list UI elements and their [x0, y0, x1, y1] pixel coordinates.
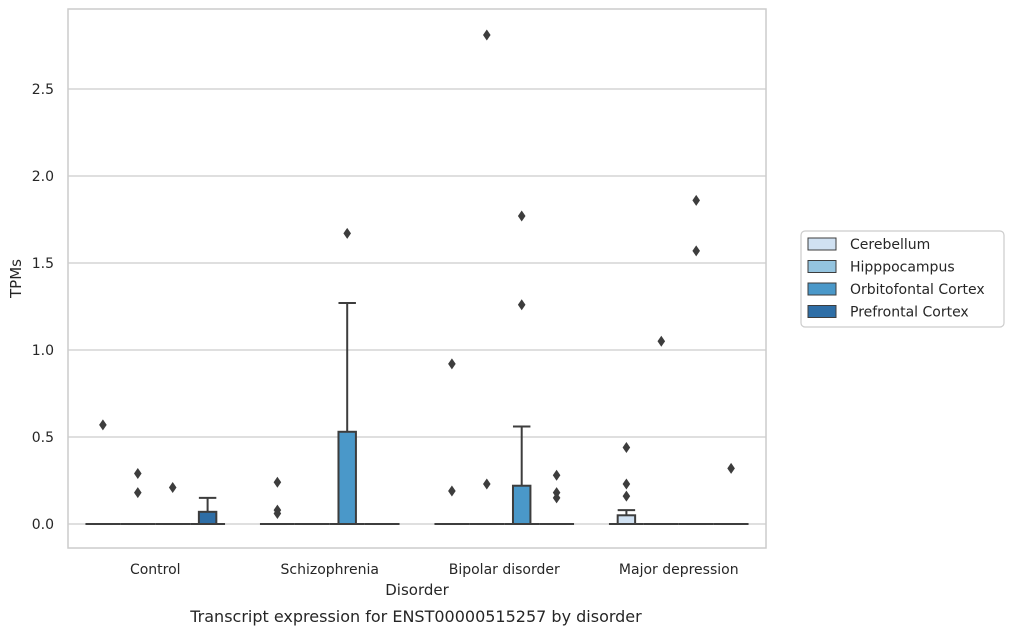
box-1-0	[120, 468, 156, 526]
x-tick-label: Control	[130, 562, 181, 578]
y-tick-label: 2.5	[32, 82, 54, 98]
flier-point	[517, 299, 526, 311]
box-0-2	[434, 358, 470, 526]
gridlines	[68, 88, 766, 525]
flier-point	[517, 210, 526, 222]
box-1-2	[469, 29, 505, 526]
box-groups	[85, 29, 749, 526]
box-0-0	[85, 419, 121, 526]
x-axis-ticks: Control Schizophrenia Bipolar disorder Majo…	[130, 562, 739, 578]
flier-point	[343, 227, 351, 239]
flier-point	[134, 487, 142, 499]
flier-point	[99, 419, 107, 431]
flier-point	[622, 441, 631, 453]
box-3-2	[539, 469, 575, 526]
y-axis-ticks: 0.0 0.5 1.0 1.5 2.0 2.5	[32, 82, 54, 533]
legend-swatch	[807, 282, 837, 296]
flier-point	[622, 478, 631, 490]
flier-point	[692, 194, 700, 206]
box-2-1	[329, 227, 365, 525]
flier-point	[483, 478, 491, 490]
flier-point	[727, 462, 735, 474]
legend-label: Hipppocampus	[850, 260, 955, 276]
x-tick-label: Schizophrenia	[281, 562, 379, 578]
flier-point	[273, 476, 282, 488]
flier-point	[552, 469, 561, 481]
flier-point	[448, 358, 456, 370]
y-tick-label: 1.5	[32, 256, 54, 272]
flier-point	[622, 490, 631, 502]
box-body	[616, 514, 637, 525]
x-axis-label: Disorder	[385, 581, 449, 599]
legend: Cerebellum Hipppocampus Orbitofontal Corte…	[800, 230, 1005, 328]
legend-swatch	[807, 260, 837, 273]
plot-frame	[67, 8, 767, 549]
legend-label: Prefrontal Cortex	[850, 305, 969, 321]
legend-label: Orbitofontal Cortex	[850, 282, 985, 298]
y-tick-label: 0.0	[32, 517, 54, 533]
legend-label: Cerebellum	[850, 237, 930, 253]
y-tick-label: 0.5	[32, 430, 54, 446]
flier-point	[483, 29, 491, 41]
legend-swatch	[807, 237, 837, 251]
box-3-0	[190, 496, 226, 526]
x-tick-label: Bipolar disorder	[449, 562, 560, 578]
box-1-3	[643, 335, 679, 526]
x-tick-label: Major depression	[619, 562, 739, 578]
box-3-3	[713, 462, 749, 526]
box-body	[337, 430, 357, 525]
flier-point	[692, 245, 700, 257]
flier-point	[273, 508, 282, 520]
flier-point	[448, 485, 456, 497]
box-2-0	[155, 481, 191, 526]
y-axis-label: TPMs	[7, 259, 25, 299]
box-body	[511, 484, 532, 525]
legend-frame	[800, 230, 1005, 328]
flier-point	[134, 468, 142, 480]
y-tick-label: 1.0	[32, 343, 54, 359]
chart-caption: Transcript expression for ENST0000051525…	[189, 607, 642, 626]
flier-point	[657, 335, 666, 347]
flier-point	[168, 481, 177, 493]
legend-swatch	[807, 305, 837, 318]
box-0-3	[608, 441, 644, 525]
flier-point	[552, 492, 561, 504]
y-tick-label: 2.0	[32, 169, 54, 185]
box-0-1	[259, 476, 295, 526]
box-2-3	[678, 194, 714, 526]
box-body	[197, 510, 218, 526]
box-2-2	[504, 210, 540, 525]
